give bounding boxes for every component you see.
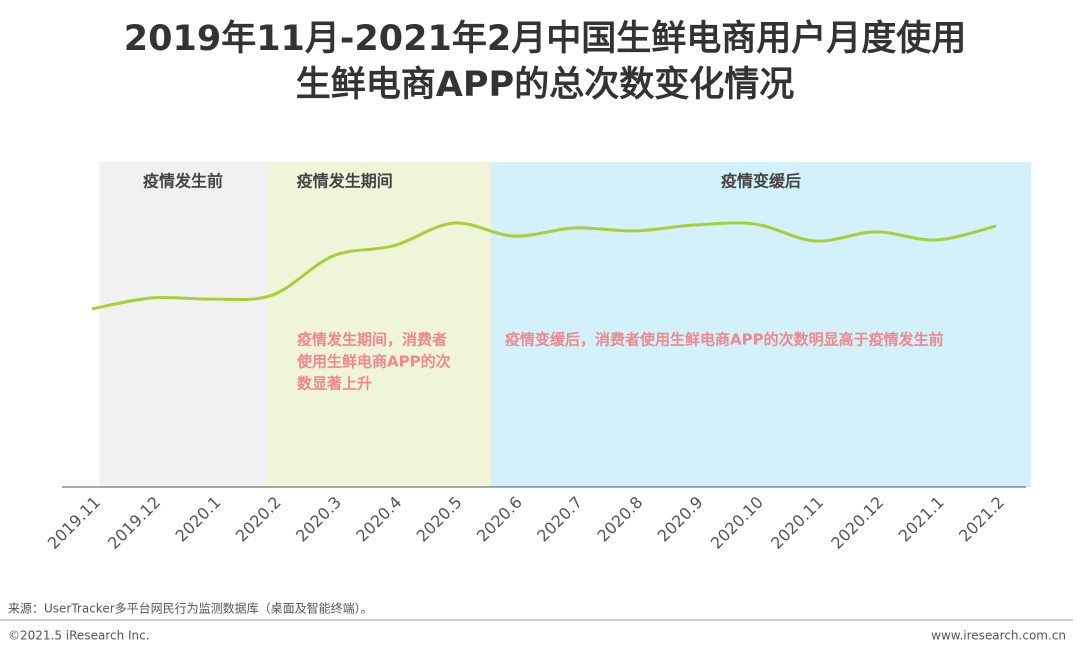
x-tick-label: 2020.1 — [172, 493, 225, 546]
x-tick-label: 2019.12 — [104, 493, 164, 553]
website: www.iresearch.com.cn — [931, 629, 1066, 643]
period-band — [266, 162, 491, 487]
x-tick-label: 2020.5 — [413, 493, 466, 546]
data-line — [91, 221, 997, 311]
annotation: 疫情变缓后，消费者使用生鲜电商APP的次数明显高于疫情发生前 — [505, 331, 944, 349]
x-tick-label: 2020.4 — [352, 493, 405, 546]
period-band — [99, 162, 267, 487]
band-label: 疫情发生期间 — [297, 172, 393, 191]
copyright: ©2021.5 iResearch Inc. — [8, 629, 150, 643]
source: 来源：UserTracker多平台网民行为监测数据库（桌面及智能终端）。 — [8, 601, 373, 616]
chart-title: 生鲜电商APP的总次数变化情况 — [296, 65, 794, 105]
period-band — [490, 162, 1031, 487]
x-tick-label: 2020.9 — [654, 493, 707, 546]
x-tick-label: 2019.11 — [44, 493, 104, 553]
annotation: 疫情发生期间，消费者 — [297, 331, 447, 349]
x-tick-label: 2020.6 — [473, 493, 526, 546]
x-tick-label: 2021.2 — [955, 493, 1008, 546]
x-tick-label: 2021.1 — [895, 493, 948, 546]
band-label: 疫情发生前 — [143, 172, 223, 191]
x-tick-label: 2020.11 — [767, 493, 827, 553]
chart-title: 2019年11月-2021年2月中国生鲜电商用户月度使用 — [124, 19, 966, 59]
x-tick-label: 2020.3 — [292, 493, 345, 546]
annotation: 数显著上升 — [297, 375, 372, 393]
annotation: 使用生鲜电商APP的次 — [296, 353, 451, 371]
x-tick-label: 2020.7 — [533, 493, 586, 546]
x-tick-label: 2020.10 — [707, 493, 767, 553]
band-label: 疫情变缓后 — [721, 172, 801, 191]
x-tick-label: 2020.8 — [593, 493, 646, 546]
x-tick-label: 2020.2 — [232, 493, 285, 546]
x-tick-label: 2020.12 — [827, 493, 887, 553]
